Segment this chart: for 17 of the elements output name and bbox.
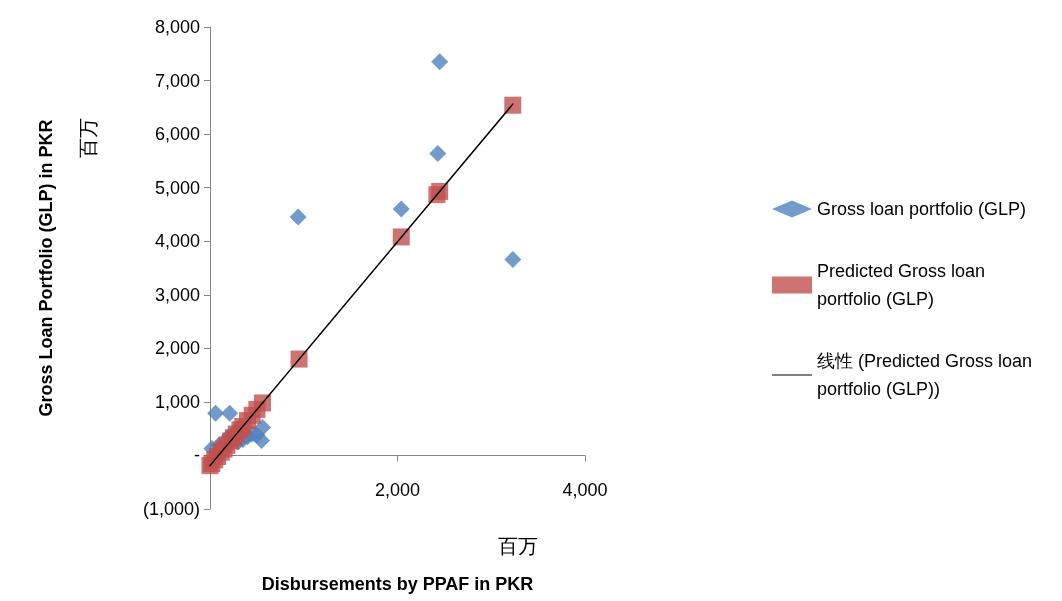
y-tick-label: 3,000	[154, 284, 200, 305]
y-tick-label: 1,000	[154, 391, 200, 412]
y-tick-label: -	[194, 445, 200, 466]
text: 百万	[498, 534, 538, 558]
legend-label: Gross loan portfolio (GLP)	[817, 199, 1027, 219]
y-tick-label: 8,000	[154, 17, 200, 37]
text: 百万	[76, 118, 100, 158]
legend-label: Predicted Gross loan portfolio (GLP)	[817, 261, 991, 309]
legend-label: 线性 (Predicted Gross loan portfolio (GLP))	[817, 351, 1038, 399]
y-tick-label: 4,000	[154, 231, 200, 252]
y-tick-label: 7,000	[154, 70, 200, 91]
y-tick-label: 2,000	[154, 338, 200, 359]
x-axis-title: Disbursements by PPAF in PKR	[261, 574, 534, 594]
y-tick-label: (1,000)	[142, 499, 200, 519]
y-axis-title: Gross Loan Portfolio (GLP) in PKR	[36, 119, 56, 417]
y-tick-label: 6,000	[154, 124, 200, 145]
y-tick-label: 5,000	[154, 177, 200, 198]
